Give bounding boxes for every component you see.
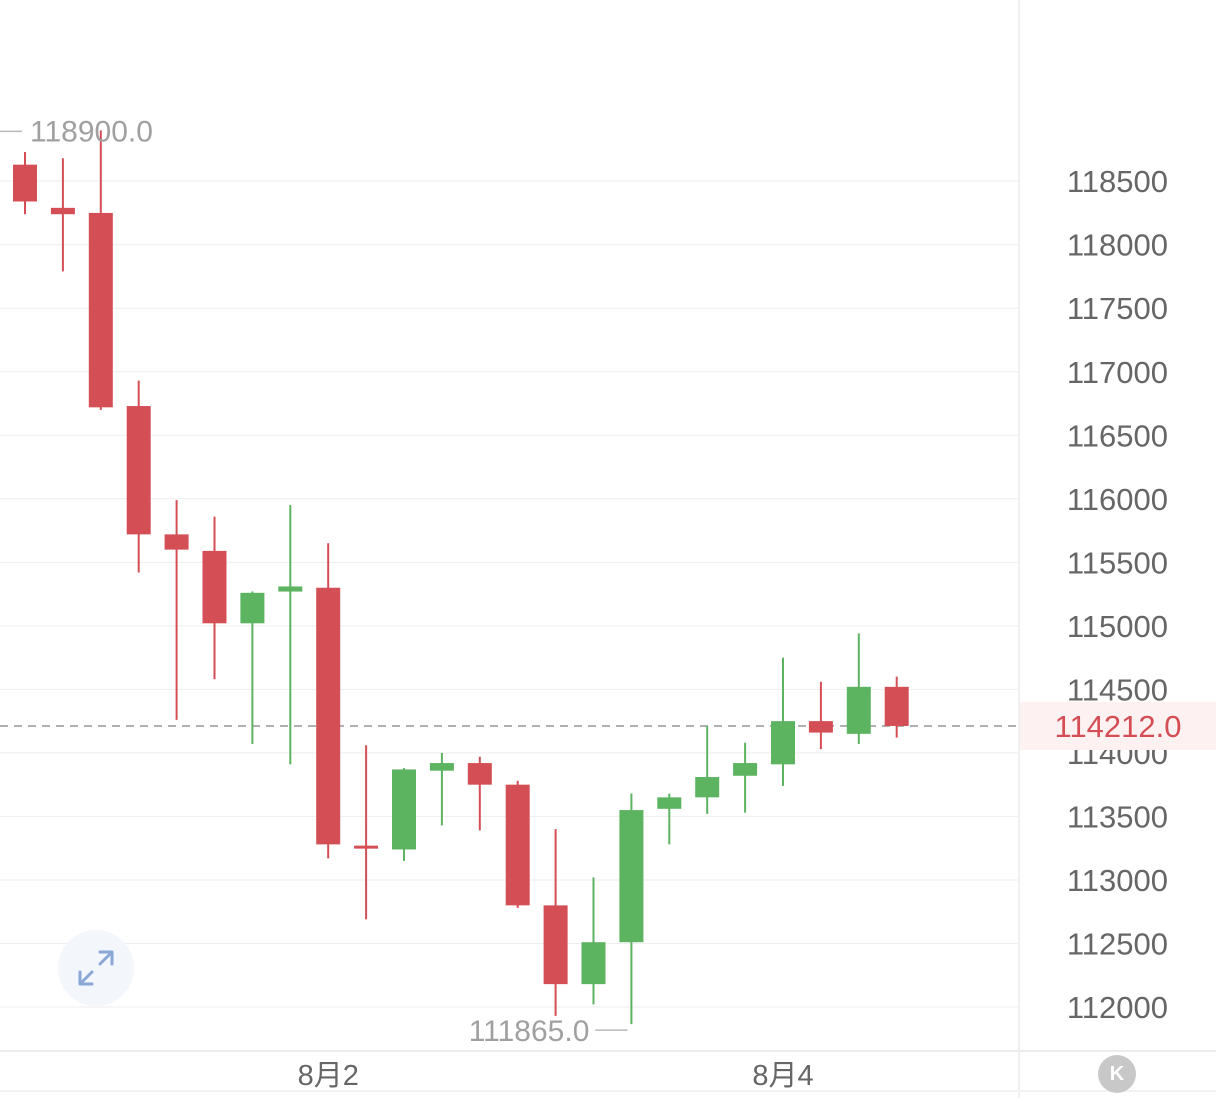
candle <box>657 793 682 845</box>
candle-body <box>316 587 341 845</box>
candle-body <box>467 763 492 785</box>
candle <box>13 151 37 215</box>
candle <box>581 877 606 1005</box>
y-tick-label: 115500 <box>1067 545 1168 580</box>
candle <box>467 756 492 831</box>
x-tick-label: 8月2 <box>298 1060 359 1092</box>
candle <box>771 657 795 786</box>
candle <box>354 745 379 920</box>
candle <box>429 752 454 826</box>
candle-body <box>88 212 113 408</box>
candle <box>884 676 909 738</box>
candle <box>505 780 530 908</box>
current-price-label-bg <box>1020 701 1216 750</box>
low-annotation-label: 111865.0 <box>469 1015 590 1048</box>
current-price-label: 114212.0 <box>1055 709 1182 744</box>
y-tick-label: 113000 <box>1067 863 1168 898</box>
candle <box>846 633 871 745</box>
candle-body <box>50 207 75 215</box>
kline-toggle-button[interactable]: K <box>1098 1055 1136 1093</box>
candle-body <box>164 534 189 550</box>
y-tick-label: 113500 <box>1067 799 1168 834</box>
candle-body <box>202 550 227 624</box>
candle-body <box>505 784 530 906</box>
candle-body <box>240 592 265 624</box>
y-tick-label: 114500 <box>1067 672 1168 707</box>
y-tick-label: 117000 <box>1067 355 1168 390</box>
candle <box>695 726 720 814</box>
candle-body <box>13 164 37 202</box>
candle <box>543 829 568 1016</box>
candle-body <box>695 777 720 798</box>
candle-body <box>392 769 416 850</box>
candle <box>619 793 644 1025</box>
y-axis: 118500 118000 117500 117000 116500 116000 1155… <box>1067 164 1168 1025</box>
candle <box>733 742 758 813</box>
candle <box>240 591 265 745</box>
candle-body <box>657 797 682 809</box>
candle-body <box>619 810 644 943</box>
candle-body <box>733 763 758 776</box>
candle-body <box>846 686 871 734</box>
candle-body <box>581 942 606 985</box>
candle <box>392 768 416 861</box>
y-tick-label: 118500 <box>1067 164 1168 199</box>
candle <box>50 158 75 272</box>
expand-arrows-icon <box>78 950 114 986</box>
high-annotation-label: 118900.0 <box>30 115 153 148</box>
candle-body <box>884 686 909 726</box>
candle-body <box>429 763 454 771</box>
candle <box>164 500 189 720</box>
candle-body <box>126 406 151 535</box>
y-tick-label: 117500 <box>1067 291 1168 326</box>
candle-body <box>354 845 379 849</box>
candle-body <box>771 721 795 765</box>
x-tick-label: 8月4 <box>752 1060 813 1092</box>
x-axis: 8月2 8月4 <box>298 1060 814 1092</box>
candle-body <box>808 721 833 733</box>
candle <box>126 380 151 573</box>
candle-body <box>543 905 568 985</box>
candle-body <box>278 586 303 592</box>
expand-button[interactable] <box>58 930 134 1006</box>
annotations: 114212.0 118900.0 111865.0 <box>0 115 1216 1048</box>
candle <box>278 505 303 765</box>
candle <box>316 543 341 859</box>
candles <box>13 130 909 1025</box>
y-tick-label: 115000 <box>1067 609 1168 644</box>
y-tick-label: 112500 <box>1067 926 1168 961</box>
candle <box>88 130 113 410</box>
y-tick-label: 112000 <box>1067 990 1168 1025</box>
y-tick-label: 118000 <box>1067 228 1168 263</box>
y-tick-label: 116500 <box>1067 418 1168 453</box>
y-tick-label: 116000 <box>1067 482 1168 517</box>
candle <box>808 681 833 750</box>
candle <box>202 516 227 680</box>
